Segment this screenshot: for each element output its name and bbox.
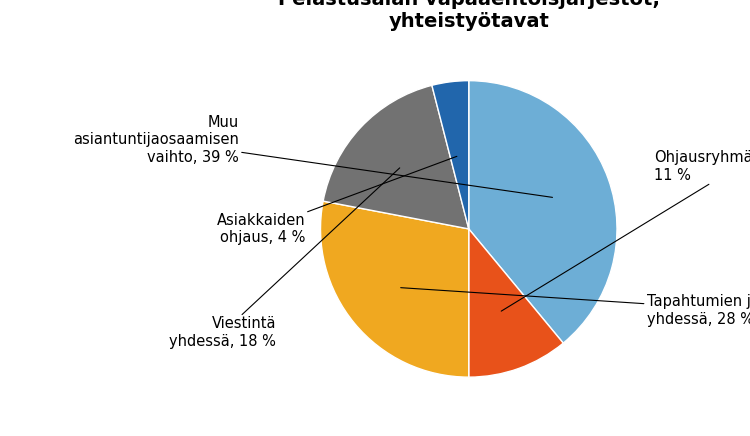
Text: Tapahtumien järjestäminen
yhdessä, 28 %: Tapahtumien järjestäminen yhdessä, 28 %: [400, 288, 750, 327]
Wedge shape: [469, 81, 617, 343]
Text: Ohjausryhmäjäsenyys,
11 %: Ohjausryhmäjäsenyys, 11 %: [501, 150, 750, 311]
Wedge shape: [432, 81, 469, 229]
Text: Muu
asiantuntijaosaamisen
vaihto, 39 %: Muu asiantuntijaosaamisen vaihto, 39 %: [73, 115, 553, 198]
Title: Pelastusalan vapaaehtoisjärjestöt;
yhteistyötavat: Pelastusalan vapaaehtoisjärjestöt; yhtei…: [278, 0, 660, 31]
Text: Asiakkaiden
ohjaus, 4 %: Asiakkaiden ohjaus, 4 %: [217, 157, 457, 245]
Wedge shape: [469, 229, 563, 377]
Wedge shape: [320, 201, 469, 377]
Text: Viestintä
yhdessä, 18 %: Viestintä yhdessä, 18 %: [170, 168, 400, 349]
Wedge shape: [323, 85, 469, 229]
